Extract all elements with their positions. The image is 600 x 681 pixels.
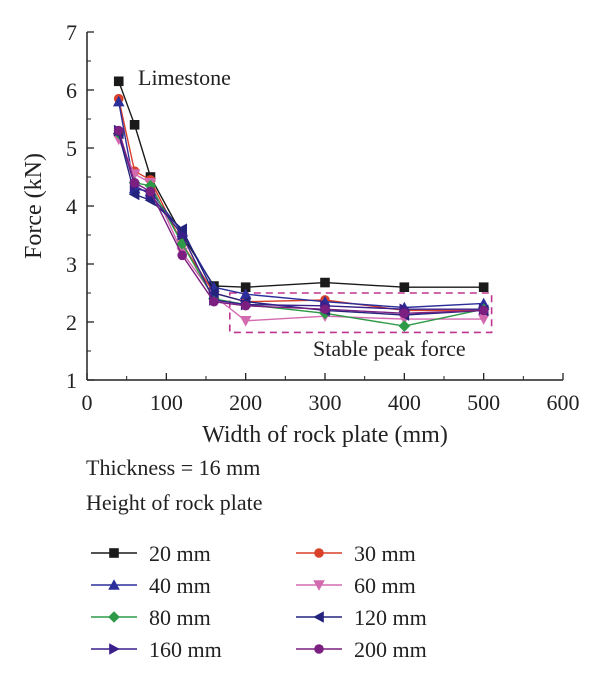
- limestone-annotation: Limestone: [138, 65, 231, 90]
- data-point: [176, 237, 188, 250]
- legend-item-40-mm: 40 mm: [91, 573, 211, 598]
- legend: 20 mm 30 mm 40 mm 60 mm 80 mm 120 mm 160 mm 200…: [91, 541, 427, 662]
- plot-area: [112, 76, 493, 334]
- legend-label: 30 mm: [354, 541, 416, 566]
- legend-marker: [109, 548, 119, 558]
- series-line: [118, 139, 484, 322]
- legend-item-20-mm: 20 mm: [91, 541, 211, 566]
- data-point: [240, 282, 251, 292]
- data-point: [240, 300, 251, 311]
- data-point: [144, 179, 157, 192]
- legend-item-160-mm: 160 mm: [91, 637, 222, 662]
- x-tick-label: 300: [309, 390, 342, 415]
- legend-marker: [313, 580, 325, 591]
- y-tick-label: 3: [66, 252, 77, 277]
- y-tick-label: 2: [66, 310, 77, 335]
- data-point: [176, 223, 187, 235]
- data-point: [129, 120, 140, 130]
- data-point: [177, 250, 187, 261]
- data-point: [478, 282, 489, 292]
- legend-label: 40 mm: [149, 573, 211, 598]
- series-line: [118, 133, 484, 327]
- legend-marker: [108, 579, 120, 590]
- data-point: [177, 229, 188, 241]
- series-200-mm: [113, 125, 489, 319]
- data-point: [113, 76, 124, 87]
- legend-item-30-mm: 30 mm: [296, 541, 416, 566]
- legend-label: 200 mm: [354, 637, 427, 662]
- data-point: [239, 316, 252, 327]
- data-point: [398, 320, 411, 332]
- stable-region-box: [229, 292, 493, 334]
- data-point: [478, 305, 489, 316]
- y-tick-label: 5: [66, 136, 77, 161]
- data-point: [320, 304, 330, 315]
- legend-marker: [109, 643, 120, 655]
- legend-marker: [313, 611, 324, 623]
- thickness-note: Thickness = 16 mm: [86, 455, 260, 480]
- x-tick-label: 400: [388, 390, 421, 415]
- series-40-mm: [112, 95, 490, 313]
- y-tick-label: 1: [66, 368, 77, 393]
- x-tick-label: 500: [467, 390, 500, 415]
- y-tick-label: 4: [66, 194, 77, 219]
- data-point: [209, 296, 219, 307]
- x-axis-title: Width of rock plate (mm): [202, 422, 448, 448]
- data-point: [320, 277, 330, 288]
- series-line: [118, 98, 484, 312]
- legend-label: 120 mm: [354, 605, 427, 630]
- x-tick-label: 200: [229, 390, 262, 415]
- data-point: [239, 288, 252, 299]
- y-tick-label: 6: [66, 78, 77, 103]
- legend-item-200-mm: 200 mm: [296, 637, 427, 662]
- data-point: [112, 95, 125, 107]
- data-point: [399, 308, 410, 319]
- series-line: [118, 81, 484, 288]
- legend-item-60-mm: 60 mm: [296, 573, 416, 598]
- data-point: [128, 188, 140, 201]
- x-tick-label: 600: [547, 390, 580, 415]
- data-point: [477, 314, 490, 325]
- series-20-mm: [113, 76, 489, 292]
- legend-title: Height of rock plate: [86, 490, 263, 515]
- legend-marker: [108, 611, 120, 623]
- legend-label: 60 mm: [354, 573, 416, 598]
- x-tick-label: 0: [82, 390, 93, 415]
- legend-label: 80 mm: [149, 605, 211, 630]
- data-point: [208, 287, 219, 299]
- series-30-mm: [113, 93, 489, 316]
- legend-marker: [314, 644, 324, 654]
- series-line: [118, 101, 484, 309]
- legend-label: 160 mm: [149, 637, 222, 662]
- y-tick-label: 7: [66, 20, 77, 45]
- y-axis-title: Force (kN): [21, 153, 47, 259]
- chart-text: Force (kN) Width of rock plate (mm) Lime…: [21, 65, 466, 515]
- axes: 0 100 200 300 400 500 600 1 2 3 4 5 6 7: [66, 20, 580, 415]
- legend-item-120-mm: 120 mm: [296, 605, 427, 630]
- legend-item-80-mm: 80 mm: [91, 605, 211, 630]
- legend-label: 20 mm: [149, 541, 211, 566]
- data-point: [145, 186, 156, 197]
- x-tick-label: 100: [150, 390, 183, 415]
- legend-marker: [314, 548, 324, 558]
- stable-peak-force-annotation: Stable peak force: [313, 336, 466, 361]
- data-point: [129, 178, 140, 188]
- data-point: [399, 282, 410, 292]
- data-point: [113, 125, 124, 136]
